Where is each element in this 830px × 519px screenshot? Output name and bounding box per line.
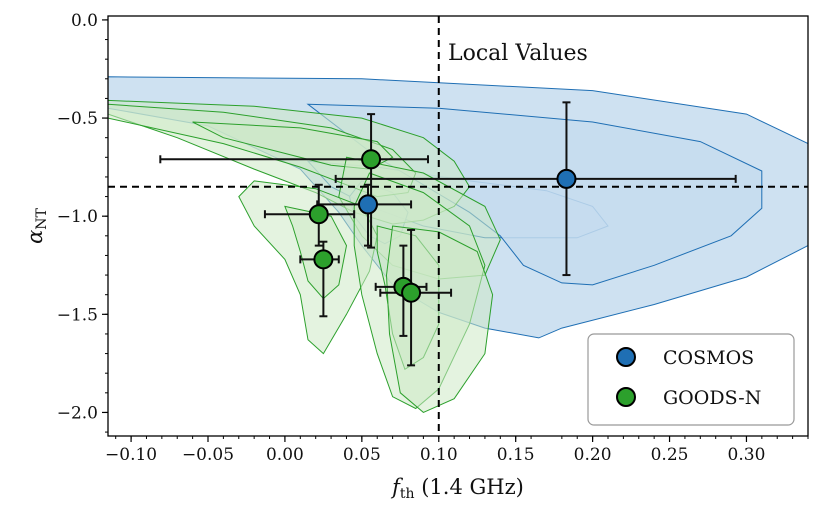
cosmos-point-1-marker [358, 194, 378, 215]
y-axis-title-sub: NT [34, 207, 50, 229]
x-axis: −0.10 −0.05 0.00 0.05 0.10 0.15 0.20 0.25 0.30 [105, 436, 809, 465]
y-axis-title: αNT [23, 207, 50, 243]
legend-label-cosmos: COSMOS [663, 347, 754, 369]
legend-marker-cosmos [616, 347, 636, 367]
goods-n-point-0-marker [361, 149, 382, 170]
x-tick-label-0: −0.10 [105, 445, 157, 465]
cosmos-point-0-marker [556, 168, 577, 189]
x-tick-label-7: 0.25 [651, 445, 689, 465]
y-tick-label-1: −0.5 [57, 109, 98, 129]
x-axis-title-rest: (1.4 GHz) [415, 475, 524, 499]
x-tick-label-2: 0.00 [266, 445, 304, 465]
x-axis-title: fth (1.4 GHz) [390, 475, 524, 502]
x-tick-label-1: −0.05 [182, 445, 234, 465]
legend: COSMOS GOODS-N [587, 333, 795, 426]
legend-label-goods-n: GOODS-N [663, 387, 761, 409]
plot-frame [107, 15, 809, 437]
goods-n-point-4-marker [401, 282, 422, 303]
y-tick-label-3: −1.5 [57, 305, 98, 325]
legend-marker-goods-n [616, 387, 636, 407]
plot-area [108, 16, 808, 436]
data-markers [308, 149, 577, 303]
x-tick-label-3: 0.05 [343, 445, 381, 465]
y-axis: 0.0 −0.5 −1.0 −1.5 −2.0 [57, 11, 108, 433]
x-axis-title-main: f [390, 475, 403, 499]
x-tick-label-8: 0.30 [728, 445, 766, 465]
y-tick-label-2: −1.0 [57, 207, 98, 227]
y-axis-title-main: α [23, 230, 47, 244]
x-tick-label-5: 0.15 [497, 445, 535, 465]
y-tick-label-0: 0.0 [71, 11, 98, 31]
goods-n-point-1-marker [308, 204, 329, 225]
x-tick-label-6: 0.20 [574, 445, 612, 465]
local-values-annotation: Local Values [448, 41, 588, 66]
y-tick-label-4: −2.0 [57, 403, 98, 423]
x-tick-label-4: 0.10 [420, 445, 458, 465]
goods-n-point-2-marker [313, 249, 334, 270]
legend-box [587, 333, 795, 426]
x-axis-title-sub: th [400, 486, 415, 502]
